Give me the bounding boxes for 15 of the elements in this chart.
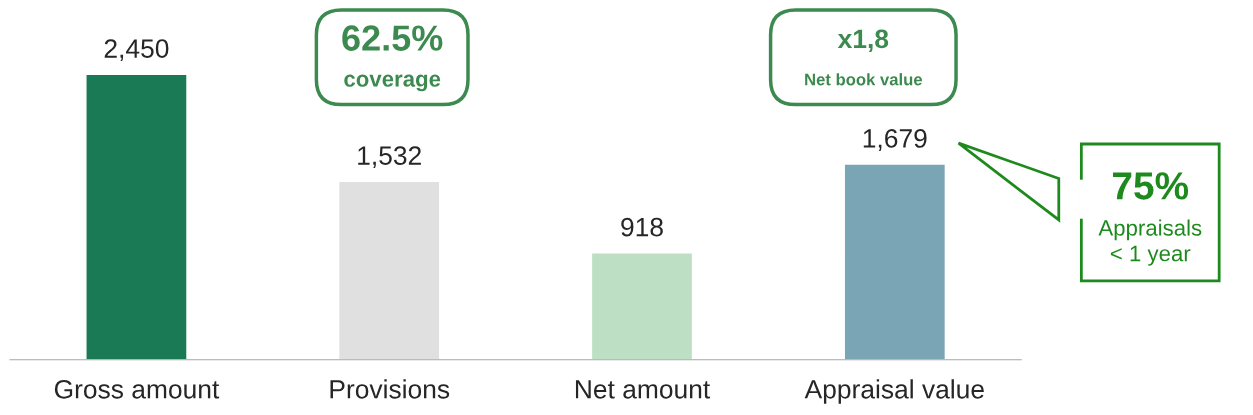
x-tick-label: Net amount [575,380,711,399]
data-label: 1,532 [358,146,421,169]
bar [337,180,441,360]
x-tick-label: Provisions [330,379,450,399]
data-label: 918 [621,217,663,237]
data-label: 1,679 [863,129,927,151]
bar [85,73,188,360]
bar [843,163,947,360]
bar [590,252,694,360]
annotation: 62.5% coverage [342,25,443,92]
data-label: 2,450 [104,39,169,62]
annotation: x1,8 Net book value [805,29,923,86]
x-tick-label: Appraisal value [804,379,984,404]
text: 75% Appraisals < 1 year [1098,172,1202,266]
x-tick-label: Gross amount [54,379,220,399]
